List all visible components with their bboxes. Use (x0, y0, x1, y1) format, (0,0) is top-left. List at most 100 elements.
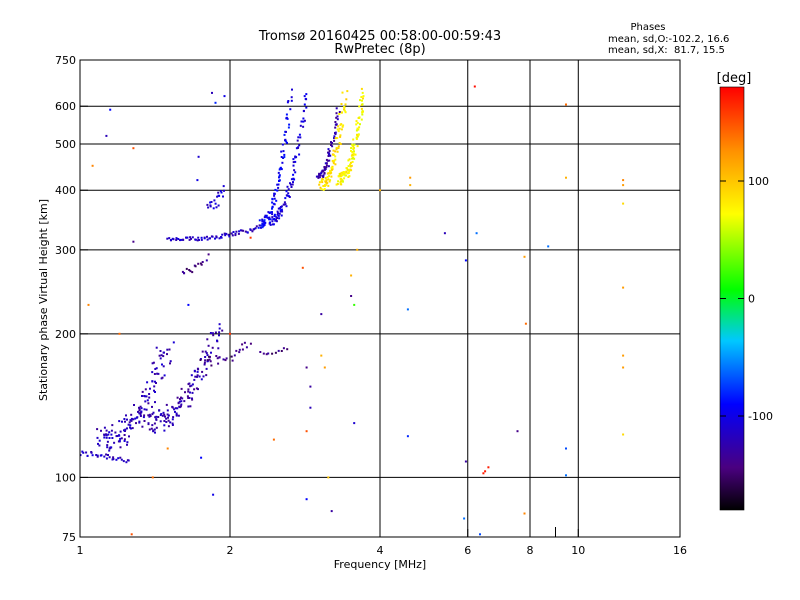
data-point (112, 456, 115, 459)
data-point (325, 162, 328, 165)
data-point (148, 393, 151, 395)
data-point (333, 137, 335, 140)
data-point (218, 323, 221, 326)
data-point (180, 400, 183, 403)
data-point (135, 416, 138, 419)
data-point (335, 107, 338, 110)
data-point (305, 366, 308, 369)
y-tick-label: 300 (55, 244, 76, 257)
data-point (329, 154, 332, 157)
data-point (278, 217, 281, 220)
data-point (335, 123, 338, 126)
data-point (249, 342, 252, 345)
data-point (321, 181, 324, 184)
data-point (111, 424, 114, 427)
data-point (157, 416, 160, 418)
data-point (341, 180, 344, 183)
data-point (288, 123, 291, 126)
data-point (158, 354, 161, 357)
data-point (138, 409, 141, 412)
data-point (211, 91, 213, 94)
data-point (87, 303, 90, 306)
data-point (333, 139, 336, 142)
data-point (281, 210, 284, 213)
data-point (126, 443, 128, 446)
data-point (205, 259, 208, 262)
data-point (261, 226, 264, 229)
data-point (277, 207, 280, 210)
data-point (322, 170, 325, 172)
data-point (163, 374, 166, 377)
data-point (294, 156, 297, 159)
data-point (96, 455, 99, 458)
x-tick-label: 8 (527, 544, 534, 557)
data-point (105, 436, 108, 439)
data-point (318, 176, 321, 179)
data-point (151, 362, 154, 365)
data-point (220, 191, 223, 194)
data-point (463, 517, 466, 520)
data-point (232, 231, 235, 233)
data-point (351, 153, 354, 156)
data-point (547, 245, 550, 248)
data-point (319, 174, 322, 177)
data-point (187, 405, 190, 408)
data-point (341, 125, 344, 128)
data-point (285, 113, 288, 116)
data-point (148, 396, 151, 399)
data-point (215, 235, 218, 238)
data-point (339, 143, 342, 145)
data-point (166, 409, 169, 412)
data-point (273, 192, 276, 195)
data-point (108, 456, 111, 459)
data-point (186, 395, 189, 398)
data-point (139, 405, 142, 408)
data-point (249, 228, 252, 231)
data-point (280, 205, 283, 208)
data-point (322, 174, 325, 177)
data-point (334, 131, 337, 134)
data-point (283, 133, 286, 136)
data-point (151, 413, 154, 416)
data-point (143, 408, 146, 411)
data-point (217, 191, 220, 194)
data-point (130, 413, 133, 416)
chart-subtitle: RwPretec (8p) (334, 42, 425, 57)
data-point (151, 371, 154, 374)
data-point (289, 183, 292, 186)
data-point (331, 145, 334, 148)
data-point (263, 216, 266, 219)
data-point (91, 164, 94, 167)
data-point (171, 418, 174, 421)
y-axis-label: Stationary phase Virtual Height [km] (37, 199, 50, 401)
data-point (181, 270, 184, 273)
data-point (151, 424, 154, 427)
data-point (303, 95, 306, 98)
data-point (284, 203, 287, 206)
data-point (175, 239, 178, 241)
data-point (154, 368, 157, 370)
data-point (280, 168, 283, 171)
data-point (284, 197, 287, 200)
data-point (304, 97, 307, 100)
data-point (212, 493, 215, 496)
data-point (168, 348, 171, 351)
data-point (153, 428, 156, 431)
data-point (218, 331, 221, 334)
data-point (347, 159, 350, 162)
data-point (204, 359, 207, 362)
data-point (241, 343, 244, 346)
data-point (350, 161, 352, 164)
data-point (103, 436, 106, 439)
data-point (85, 451, 88, 454)
data-point (280, 350, 283, 352)
data-point (153, 373, 156, 375)
data-point (332, 153, 335, 156)
data-point (277, 183, 280, 186)
data-point (271, 213, 274, 216)
data-point (290, 96, 293, 99)
data-point (272, 438, 275, 441)
data-point (358, 126, 361, 129)
data-point (234, 234, 237, 237)
data-point (336, 150, 339, 153)
